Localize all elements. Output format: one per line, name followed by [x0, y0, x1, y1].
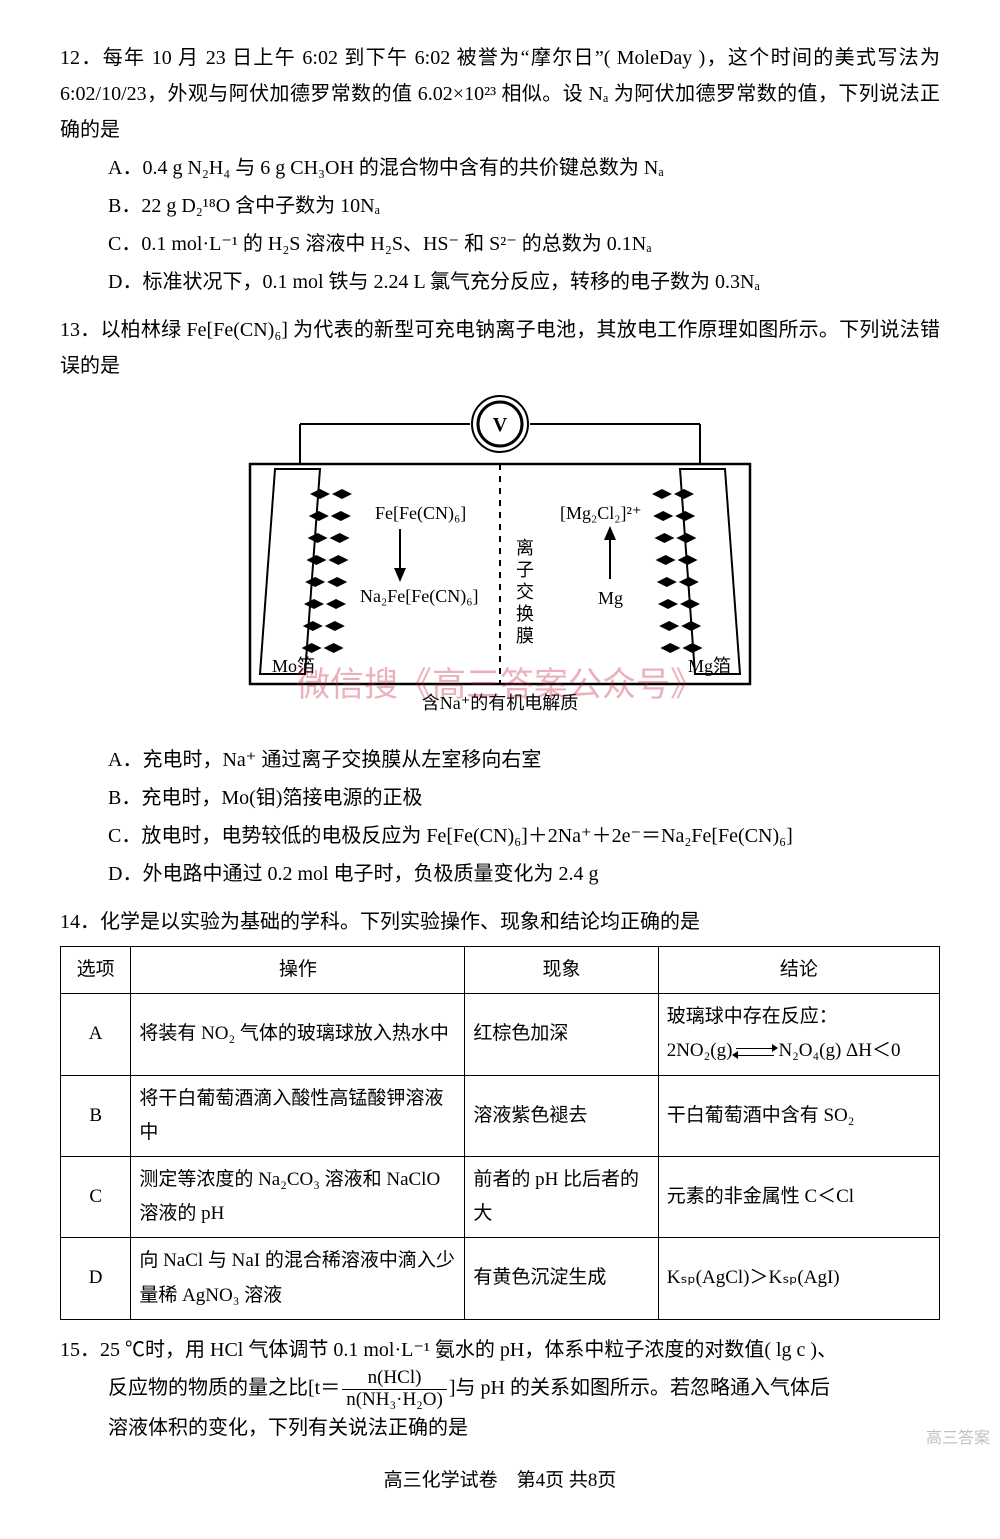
svg-text:换: 换	[516, 604, 534, 624]
corner-watermark: 高三答案	[926, 1425, 990, 1454]
q12-stem: 12．每年 10 月 23 日上午 6:02 到下午 6:02 被誉为“摩尔日”…	[60, 40, 940, 148]
q13-number: 13．	[60, 319, 100, 341]
svg-text:子: 子	[516, 560, 534, 580]
right-bottom-label: Mg	[598, 588, 623, 608]
q15-stem-a: 25 ℃时，用 HCl 气体调节 0.1 mol·L⁻¹ 氨水的 pH，体系中粒…	[100, 1339, 837, 1361]
row-c-opt: C	[61, 1156, 131, 1237]
th-conclusion: 结论	[658, 947, 939, 994]
left-top-label: Fe[Fe(CN)₆]	[375, 503, 466, 524]
membrane-label-1: 离	[516, 538, 534, 558]
table-row: A 将装有 NO₂ 气体的玻璃球放入热水中 红棕色加深 玻璃球中存在反应： 2N…	[61, 994, 940, 1075]
q12-option-c: C．0.1 mol·L⁻¹ 的 H₂S 溶液中 H₂S、HS⁻ 和 S²⁻ 的总…	[60, 226, 940, 262]
row-a-eq-right: N₂O₄(g) ΔH＜0	[778, 1040, 900, 1061]
q13-option-c: C．放电时，电势较低的电极反应为 Fe[Fe(CN)₆]＋2Na⁺＋2e⁻＝Na…	[60, 818, 940, 854]
fraction-numerator: n(HCl)	[342, 1368, 447, 1390]
q14-stem: 14．化学是以实验为基础的学科。下列实验操作、现象和结论均正确的是	[60, 904, 940, 940]
q12-option-b: B．22 g D₂¹⁸O 含中子数为 10Nₐ	[60, 188, 940, 224]
row-a-ph: 红棕色加深	[465, 994, 658, 1075]
q15-stem-line1: 15．25 ℃时，用 HCl 气体调节 0.1 mol·L⁻¹ 氨水的 pH，体…	[60, 1332, 940, 1368]
row-d-opt: D	[61, 1238, 131, 1319]
left-foil-label: Mo箔	[272, 656, 315, 676]
table-header-row: 选项 操作 现象 结论	[61, 947, 940, 994]
right-top-label: [Mg₂Cl₂]²⁺	[560, 503, 641, 523]
th-phenomenon: 现象	[465, 947, 658, 994]
row-b-op: 将干白葡萄酒滴入酸性高锰酸钾溶液中	[131, 1075, 465, 1156]
q14-stem-text: 化学是以实验为基础的学科。下列实验操作、现象和结论均正确的是	[100, 911, 700, 933]
table-row: B 将干白葡萄酒滴入酸性高锰酸钾溶液中 溶液紫色褪去 干白葡萄酒中含有 SO₂	[61, 1075, 940, 1156]
q13-option-d: D．外电路中通过 0.2 mol 电子时，负极质量变化为 2.4 g	[60, 856, 940, 892]
q15-stem-line3: 溶液体积的变化，下列有关说法正确的是	[60, 1410, 940, 1446]
voltmeter-label: V	[493, 414, 508, 436]
q13-diagram: V Fe[Fe(CN)₆] Na₂Fe[Fe(CN)₆]	[60, 394, 940, 736]
q15-stem-b-prefix: 反应物的物质的量之比[t＝	[108, 1377, 340, 1399]
question-12: 12．每年 10 月 23 日上午 6:02 到下午 6:02 被誉为“摩尔日”…	[60, 40, 940, 300]
electrolyte-label: 含Na⁺的有机电解质	[422, 693, 579, 713]
q15-stem-line2: 反应物的物质的量之比[t＝n(HCl)n(NH₃·H₂O)]与 pH 的关系如图…	[60, 1368, 940, 1411]
q15-number: 15．	[60, 1339, 100, 1361]
row-a-eq-left: 2NO₂(g)	[667, 1040, 733, 1061]
th-option: 选项	[61, 947, 131, 994]
row-d-con: Kₛₚ(AgCl)＞Kₛₚ(AgI)	[658, 1238, 939, 1319]
row-b-con: 干白葡萄酒中含有 SO₂	[658, 1075, 939, 1156]
page-footer: 高三化学试卷 第4页 共8页	[60, 1464, 940, 1498]
q14-table: 选项 操作 现象 结论 A 将装有 NO₂ 气体的玻璃球放入热水中 红棕色加深 …	[60, 946, 940, 1320]
right-foil-label: Mg箔	[688, 656, 731, 676]
q12-option-d: D．标准状况下，0.1 mol 铁与 2.24 L 氯气充分反应，转移的电子数为…	[60, 264, 940, 300]
battery-diagram-svg: V Fe[Fe(CN)₆] Na₂Fe[Fe(CN)₆]	[220, 394, 780, 724]
q12-stem-text: 每年 10 月 23 日上午 6:02 到下午 6:02 被誉为“摩尔日”( M…	[60, 47, 940, 141]
table-row: C 测定等浓度的 Na₂CO₃ 溶液和 NaClO 溶液的 pH 前者的 pH …	[61, 1156, 940, 1237]
row-c-op: 测定等浓度的 Na₂CO₃ 溶液和 NaClO 溶液的 pH	[131, 1156, 465, 1237]
row-d-ph: 有黄色沉淀生成	[465, 1238, 658, 1319]
row-a-opt: A	[61, 994, 131, 1075]
fraction-denominator: n(NH₃·H₂O)	[342, 1390, 447, 1411]
question-13: 13．以柏林绿 Fe[Fe(CN)₆] 为代表的新型可充电钠离子电池，其放电工作…	[60, 312, 940, 892]
row-c-con: 元素的非金属性 C＜Cl	[658, 1156, 939, 1237]
svg-text:膜: 膜	[516, 626, 534, 646]
q12-number: 12．	[60, 47, 103, 69]
q13-option-b: B．充电时，Mo(钼)箔接电源的正极	[60, 780, 940, 816]
q15-stem-b-suffix: ]与 pH 的关系如图所示。若忽略通入气体后	[449, 1377, 830, 1399]
equilibrium-arrow-icon	[732, 1045, 778, 1059]
fraction: n(HCl)n(NH₃·H₂O)	[342, 1368, 447, 1411]
svg-text:交: 交	[516, 582, 534, 602]
th-operation: 操作	[131, 947, 465, 994]
left-bottom-label: Na₂Fe[Fe(CN)₆]	[360, 586, 479, 607]
q13-option-a: A．充电时，Na⁺ 通过离子交换膜从左室移向右室	[60, 742, 940, 778]
q14-number: 14．	[60, 911, 100, 933]
q13-stem-text: 以柏林绿 Fe[Fe(CN)₆] 为代表的新型可充电钠离子电池，其放电工作原理如…	[60, 319, 940, 377]
q12-option-a: A．0.4 g N₂H₄ 与 6 g CH₃OH 的混合物中含有的共价键总数为 …	[60, 150, 940, 186]
table-row: D 向 NaCl 与 NaI 的混合稀溶液中滴入少量稀 AgNO₃ 溶液 有黄色…	[61, 1238, 940, 1319]
row-a-con-prefix: 玻璃球中存在反应：	[667, 1006, 838, 1027]
row-c-ph: 前者的 pH 比后者的大	[465, 1156, 658, 1237]
row-a-op: 将装有 NO₂ 气体的玻璃球放入热水中	[131, 994, 465, 1075]
row-b-opt: B	[61, 1075, 131, 1156]
row-b-ph: 溶液紫色褪去	[465, 1075, 658, 1156]
question-14: 14．化学是以实验为基础的学科。下列实验操作、现象和结论均正确的是 选项 操作 …	[60, 904, 940, 1320]
q13-stem: 13．以柏林绿 Fe[Fe(CN)₆] 为代表的新型可充电钠离子电池，其放电工作…	[60, 312, 940, 384]
question-15: 15．25 ℃时，用 HCl 气体调节 0.1 mol·L⁻¹ 氨水的 pH，体…	[60, 1332, 940, 1447]
row-d-op: 向 NaCl 与 NaI 的混合稀溶液中滴入少量稀 AgNO₃ 溶液	[131, 1238, 465, 1319]
row-a-con: 玻璃球中存在反应： 2NO₂(g) N₂O₄(g) ΔH＜0	[658, 994, 939, 1075]
